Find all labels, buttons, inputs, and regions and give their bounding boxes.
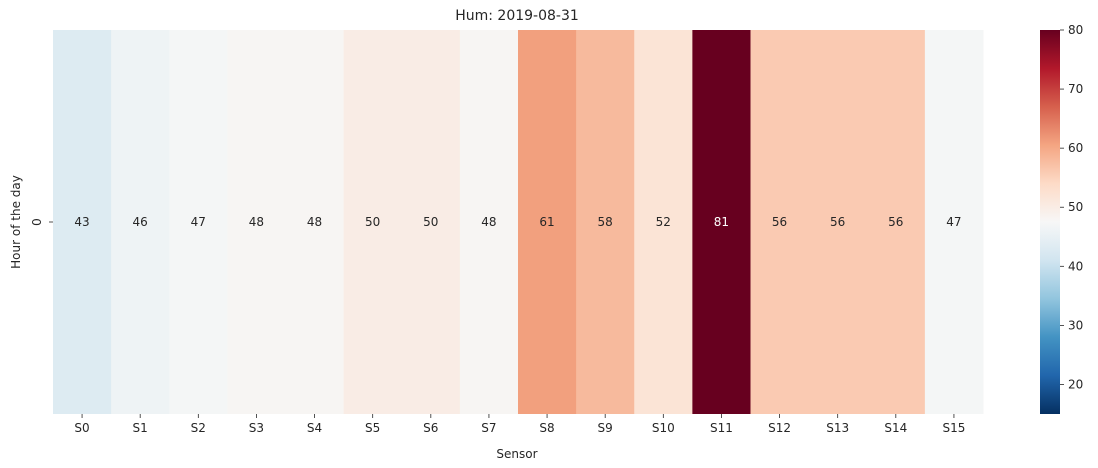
x-tick-label: S5 <box>365 421 380 435</box>
x-axis-label: Sensor <box>496 447 537 461</box>
colorbar-ticks: 20 30 40 50 60 70 80 <box>1060 23 1083 391</box>
x-tick-label: S10 <box>652 421 675 435</box>
heatmap-cell-labels: 43 46 47 48 48 50 50 48 61 58 52 81 56 56 56 47 <box>74 215 961 229</box>
x-tick-label: S3 <box>249 421 264 435</box>
heatmap-cell-s4 <box>285 30 345 414</box>
heatmap-cell-s6 <box>401 30 461 414</box>
heatmap-cell-s0 <box>53 30 112 414</box>
heatmap-cell-s1 <box>111 30 170 414</box>
colorbar-tick-label: 30 <box>1068 318 1083 332</box>
cell-value-label: 47 <box>946 215 961 229</box>
colorbar-tick-label: 50 <box>1068 200 1083 214</box>
y-axis-label: Hour of the day <box>9 175 23 269</box>
chart-title: Hum: 2019-08-31 <box>455 8 579 24</box>
heatmap-cell-s10 <box>634 30 693 414</box>
x-tick-label: S9 <box>598 421 613 435</box>
cell-value-label: 81 <box>714 215 729 229</box>
x-tick-label: S8 <box>539 421 554 435</box>
x-tick-label: S13 <box>826 421 849 435</box>
heatmap-cell-s14 <box>866 30 926 414</box>
x-tick-label: S4 <box>307 421 322 435</box>
x-tick-label: S15 <box>942 421 965 435</box>
cell-value-label: 56 <box>830 215 845 229</box>
cell-value-label: 50 <box>423 215 438 229</box>
x-tick-label: S2 <box>191 421 206 435</box>
heatmap-cell-s15 <box>924 30 984 414</box>
cell-value-label: 48 <box>249 215 264 229</box>
heatmap-cell-s8 <box>518 30 577 414</box>
heatmap-cell-s11 <box>692 30 751 414</box>
y-axis-ticks: 0 <box>30 218 53 226</box>
heatmap-cell-s7 <box>459 30 519 414</box>
x-tick-label: S1 <box>133 421 148 435</box>
heatmap-cell-s3 <box>227 30 286 414</box>
colorbar <box>1040 30 1060 414</box>
heatmap-cell-s9 <box>576 30 635 414</box>
cell-value-label: 56 <box>888 215 903 229</box>
cell-value-label: 43 <box>74 215 89 229</box>
cell-value-label: 61 <box>539 215 554 229</box>
cell-value-label: 46 <box>133 215 148 229</box>
x-tick-label: S11 <box>710 421 733 435</box>
heatmap-cell-s12 <box>750 30 810 414</box>
colorbar-tick-label: 20 <box>1068 377 1083 391</box>
cell-value-label: 48 <box>307 215 322 229</box>
x-tick-label: S0 <box>74 421 89 435</box>
colorbar-tick-label: 60 <box>1068 141 1083 155</box>
heatmap-cell-s13 <box>808 30 868 414</box>
cell-value-label: 52 <box>656 215 671 229</box>
cell-value-label: 50 <box>365 215 380 229</box>
x-axis-ticks: S0 S1 S2 S3 S4 S5 S6 S7 S8 S9 S10 S11 S12 S13 S14 S15 <box>74 414 965 435</box>
cell-value-label: 56 <box>772 215 787 229</box>
heatmap-cells <box>53 30 984 414</box>
x-tick-label: S14 <box>884 421 907 435</box>
colorbar-tick-label: 40 <box>1068 259 1083 273</box>
cell-value-label: 58 <box>598 215 613 229</box>
colorbar-tick-label: 70 <box>1068 82 1083 96</box>
x-tick-label: S7 <box>481 421 496 435</box>
y-tick-label: 0 <box>30 218 44 226</box>
x-tick-label: S12 <box>768 421 791 435</box>
cell-value-label: 47 <box>191 215 206 229</box>
heatmap-cell-s2 <box>169 30 228 414</box>
cell-value-label: 48 <box>481 215 496 229</box>
x-tick-label: S6 <box>423 421 438 435</box>
colorbar-tick-label: 80 <box>1068 23 1083 37</box>
heatmap-cell-s5 <box>343 30 403 414</box>
